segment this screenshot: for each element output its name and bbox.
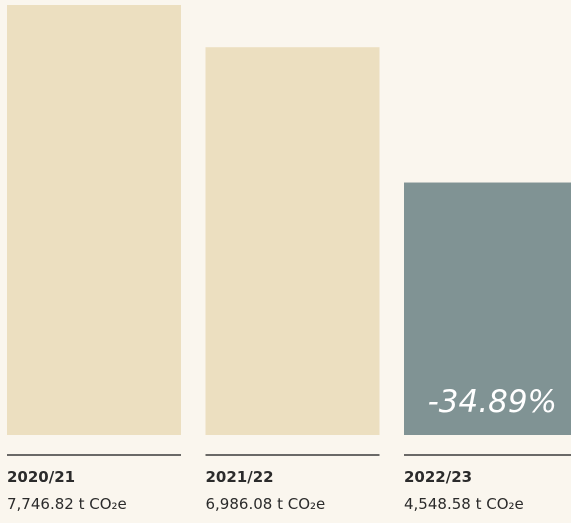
value-label: 4,548.58 t CO₂e [404,495,524,513]
category-label: 2020/21 [7,468,75,486]
category-label: 2022/23 [404,468,472,486]
bar [404,182,571,435]
annotation: -34.89% [428,384,557,420]
bar [7,5,181,435]
value-label: 6,986.08 t CO₂e [206,495,326,513]
bar [205,47,380,435]
category-label: 2021/22 [206,468,274,486]
value-label: 7,746.82 t CO₂e [7,495,127,513]
